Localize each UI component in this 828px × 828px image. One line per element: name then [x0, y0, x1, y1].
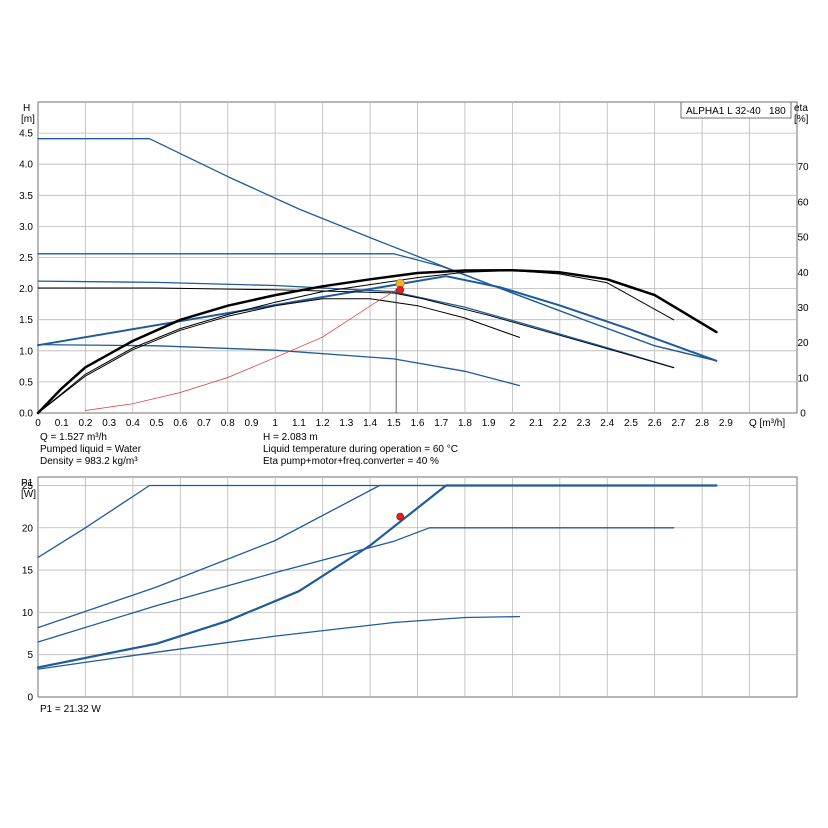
x-tick-label: 0.7 [197, 418, 211, 429]
y-tick-label-eta: 40 [797, 268, 809, 279]
y-tick-label-h: 0.0 [19, 409, 33, 420]
x-tick-label: 1.7 [434, 418, 448, 429]
efficiency-curve-line [36, 268, 718, 415]
y-axis-unit-eta: [%] [794, 114, 809, 125]
y-tick-label-p1: 5 [27, 650, 33, 661]
efficiency-curve-line [37, 270, 675, 414]
head-curve-line [37, 275, 718, 362]
y-axis-label-h: H [23, 103, 30, 114]
power-curve-line [37, 484, 718, 559]
y-tick-label-eta: 50 [797, 233, 809, 244]
x-tick-label: 0.1 [55, 418, 69, 429]
y-axis-label-eta: eta [794, 103, 808, 114]
product-label-box [680, 101, 792, 119]
y-tick-label-h: 2.5 [19, 253, 33, 264]
x-tick-label: 1.1 [292, 418, 306, 429]
x-tick-label: 1.8 [458, 418, 472, 429]
x-tick-label: 2 [510, 418, 516, 429]
power-chart-series [36, 484, 718, 670]
x-tick-label: 2.2 [553, 418, 567, 429]
head-efficiency-chart: 0 0.1 0.2 0.3 0.4 0.5 0.6 0.7 0.8 0.9 1 1.1 1.2 1.3 1.… [19, 101, 809, 429]
y-tick-label-p1: 25 [22, 481, 34, 492]
power-duty-point-marker [396, 512, 405, 521]
y-axis-label-p1: P1 [21, 478, 34, 489]
y-tick-label-p1: 10 [22, 608, 34, 619]
head-curve-line [37, 287, 675, 369]
density-readout: Density = 983.2 kg/m³ [40, 456, 138, 467]
head-curve-line [37, 280, 675, 369]
y-tick-label-p1: 0 [27, 693, 33, 704]
y-tick-label-eta: 70 [797, 162, 809, 173]
x-tick-label: 1.3 [339, 418, 353, 429]
y-tick-label-h: 0.5 [19, 377, 33, 388]
x-tick-label: 0.8 [221, 418, 235, 429]
x-tick-label: 0 [35, 418, 41, 429]
x-tick-label: 2.8 [695, 418, 709, 429]
head-chart-series [36, 138, 718, 415]
x-tick-label: 2.7 [671, 418, 685, 429]
x-tick-label: 0.4 [126, 418, 140, 429]
y-tick-label-h: 2.0 [19, 284, 33, 295]
y-tick-label-h: 4.5 [19, 129, 33, 140]
y-tick-label-eta: 20 [797, 338, 809, 349]
x-tick-label: 1.6 [411, 418, 425, 429]
power-curve-line [37, 484, 718, 629]
x-tick-label: 1.5 [387, 418, 401, 429]
duty-point-marker [396, 285, 405, 294]
power-chart-tick-labels: 0 5 10 15 20 25 [22, 481, 34, 704]
power-chart: 0 5 10 15 20 25 P1 [W] [21, 476, 798, 704]
x-tick-label: 1 [272, 418, 278, 429]
x-tick-label: 2.4 [600, 418, 614, 429]
x-tick-label: 0.2 [78, 418, 92, 429]
efficiency-readout: Eta pump+motor+freq.converter = 40 % [263, 456, 439, 467]
x-tick-label: 2.3 [577, 418, 591, 429]
power-curve-line [37, 527, 675, 643]
efficiency-curve-line [37, 298, 520, 414]
y-axis-unit-h: [m] [21, 114, 35, 125]
x-tick-label: 1.2 [316, 418, 330, 429]
x-tick-label: 2.6 [648, 418, 662, 429]
y-tick-label-p1: 20 [22, 523, 34, 534]
liquid-temperature-readout: Liquid temperature during operation = 60… [263, 444, 458, 455]
x-axis-label-q: Q [m³/h] [749, 418, 785, 429]
head-readout: H = 2.083 m [263, 432, 318, 443]
power-curve-line [36, 484, 718, 669]
y-tick-label-h: 3.0 [19, 222, 33, 233]
y-tick-label-eta: 0 [800, 409, 806, 420]
x-tick-label: 2.5 [624, 418, 638, 429]
y-axis-unit-p1: [W] [21, 489, 36, 500]
y-tick-label-h: 3.5 [19, 191, 33, 202]
x-tick-label: 0.5 [150, 418, 164, 429]
y-tick-label-h: 4.0 [19, 160, 33, 171]
power-curve-line [37, 615, 521, 670]
y-tick-label-p1: 15 [22, 566, 34, 577]
x-tick-label: 0.9 [245, 418, 259, 429]
head-curve-line [37, 343, 521, 387]
product-label: ALPHA1 L 32-40 180 [686, 106, 786, 117]
x-tick-label: 2.9 [719, 418, 733, 429]
pumped-liquid-readout: Pumped liquid = Water [40, 444, 142, 455]
y-tick-label-h: 1.0 [19, 346, 33, 357]
power-chart-grid [38, 477, 797, 697]
y-tick-label-h: 1.5 [19, 315, 33, 326]
x-tick-label: 2.1 [529, 418, 543, 429]
power-readout: P1 = 21.32 W [40, 704, 101, 715]
x-tick-label: 0.6 [173, 418, 187, 429]
x-tick-label: 0.3 [102, 418, 116, 429]
system-curve-line [85, 287, 401, 411]
y-tick-label-eta: 10 [797, 373, 809, 384]
head-chart-grid [38, 102, 797, 413]
x-tick-label: 1.9 [482, 418, 496, 429]
head-chart-tick-labels: 0 0.1 0.2 0.3 0.4 0.5 0.6 0.7 0.8 0.9 1 1.1 1.2 1.3 1.… [19, 129, 809, 429]
x-tick-label: 1.4 [363, 418, 377, 429]
y-tick-label-eta: 30 [797, 303, 809, 314]
head-curve-line [37, 253, 718, 362]
flow-readout: Q = 1.527 m³/h [40, 432, 107, 443]
y-tick-label-eta: 60 [797, 197, 809, 208]
